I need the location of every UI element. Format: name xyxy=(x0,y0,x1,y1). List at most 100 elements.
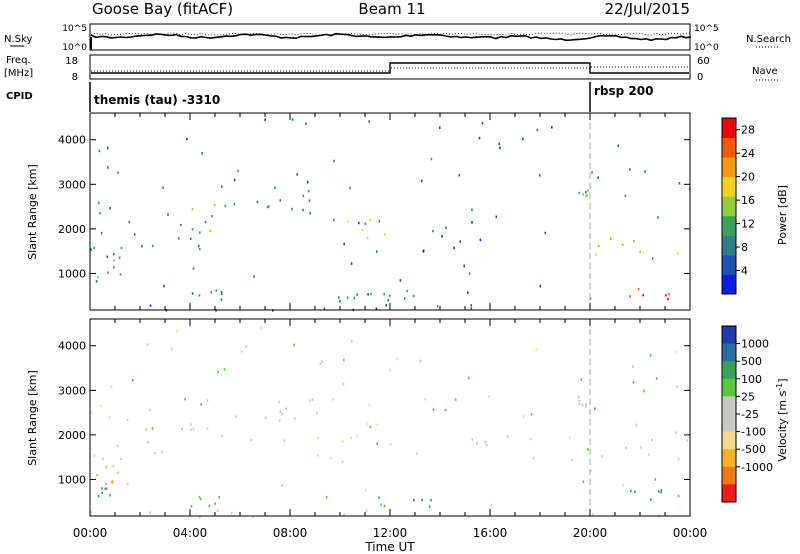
data-cell xyxy=(104,487,106,491)
data-cell xyxy=(191,292,194,295)
data-cell xyxy=(625,446,627,450)
data-cell xyxy=(213,203,216,207)
data-cell xyxy=(582,480,585,484)
data-cell xyxy=(97,201,100,205)
velocity-y-axis: 1000 2000 3000 4000 xyxy=(58,340,690,486)
data-cell xyxy=(637,287,640,291)
data-cell xyxy=(421,179,423,183)
data-cell xyxy=(105,482,107,486)
data-cell xyxy=(378,220,381,223)
data-cell xyxy=(585,191,587,194)
data-cell xyxy=(365,509,368,512)
data-cell xyxy=(210,291,212,294)
data-cell xyxy=(467,291,469,294)
data-cell xyxy=(107,146,109,150)
data-cell xyxy=(149,304,152,307)
data-cell xyxy=(111,479,114,483)
data-cell xyxy=(551,126,553,129)
y-tick-label: 2000 xyxy=(58,223,86,236)
colorbar-tick-label: -500 xyxy=(741,443,766,456)
data-cell xyxy=(149,511,151,514)
data-cell xyxy=(376,250,378,253)
data-cell xyxy=(419,359,422,363)
velocity-panel-frame xyxy=(89,318,691,517)
data-cell xyxy=(587,189,589,192)
velocity-x-ticks xyxy=(89,319,691,516)
power-colorbar-label: Power [dB] xyxy=(776,185,789,245)
data-cell xyxy=(539,284,542,288)
data-cell xyxy=(422,250,425,253)
velocity-colorbar-label: Velocity [m s-1] xyxy=(775,378,789,461)
y-tick-label: 4000 xyxy=(58,340,86,353)
data-cell xyxy=(206,399,209,402)
data-cell xyxy=(622,483,624,487)
data-cell xyxy=(506,435,509,438)
data-cell xyxy=(245,345,248,348)
data-cell xyxy=(594,407,596,410)
data-cell xyxy=(131,379,134,382)
data-cell xyxy=(302,194,305,198)
data-cell xyxy=(538,174,541,177)
data-cell xyxy=(522,137,524,141)
data-cell xyxy=(93,454,96,457)
data-cell xyxy=(367,293,369,296)
data-cell xyxy=(610,237,612,241)
data-cell xyxy=(170,347,173,351)
data-cell xyxy=(93,246,96,250)
freq-tick-bottom: 8 xyxy=(72,72,78,83)
nave-tick-top: 60 xyxy=(697,56,710,67)
cpid-text-rbsp: rbsp 200 xyxy=(594,84,653,98)
colorbar-tick-label: 25 xyxy=(741,390,755,403)
data-cell xyxy=(488,395,490,398)
colorbar-segment xyxy=(722,396,736,415)
data-cell xyxy=(323,307,326,311)
data-cell xyxy=(406,289,408,293)
data-cell xyxy=(109,494,111,497)
power-x-ticks xyxy=(89,113,691,310)
data-cell xyxy=(601,455,603,458)
data-cell xyxy=(544,231,546,235)
data-cell xyxy=(95,280,98,283)
data-cell xyxy=(90,411,92,414)
data-cell xyxy=(220,291,223,294)
data-cell xyxy=(330,456,332,460)
colorbar-tick-label: 500 xyxy=(741,355,762,368)
data-cell xyxy=(120,246,123,250)
data-cell xyxy=(339,300,341,303)
data-cell xyxy=(221,434,223,438)
data-cell xyxy=(321,360,323,363)
data-cell xyxy=(649,354,652,357)
data-cell xyxy=(198,294,201,297)
data-cell xyxy=(675,431,677,434)
data-cell xyxy=(253,275,255,278)
data-cell xyxy=(208,504,211,508)
data-cell xyxy=(176,330,178,333)
data-cell xyxy=(199,231,201,234)
data-cell xyxy=(107,166,109,169)
data-cell xyxy=(192,267,195,270)
data-cell xyxy=(199,515,201,519)
data-cell xyxy=(316,411,318,414)
data-cell xyxy=(209,229,212,233)
nsky-tick-top: 10^5 xyxy=(62,24,87,34)
data-cell xyxy=(308,199,311,202)
data-cell xyxy=(198,495,201,499)
data-cell xyxy=(591,171,593,174)
data-cell xyxy=(428,505,431,508)
data-cell xyxy=(99,212,101,215)
data-cell xyxy=(112,464,115,468)
data-cell xyxy=(224,204,227,207)
data-cell xyxy=(484,441,486,444)
data-cell xyxy=(479,238,482,242)
freq-tick-top: 18 xyxy=(65,56,78,67)
data-cell xyxy=(151,427,154,430)
data-cell xyxy=(358,221,360,225)
station-title: Goose Bay (fitACF) xyxy=(92,0,233,18)
data-cell xyxy=(660,489,663,492)
data-cell xyxy=(591,513,594,516)
data-cell xyxy=(190,423,192,426)
data-cell xyxy=(252,515,254,519)
data-cell xyxy=(350,340,353,343)
data-cell xyxy=(151,244,154,248)
